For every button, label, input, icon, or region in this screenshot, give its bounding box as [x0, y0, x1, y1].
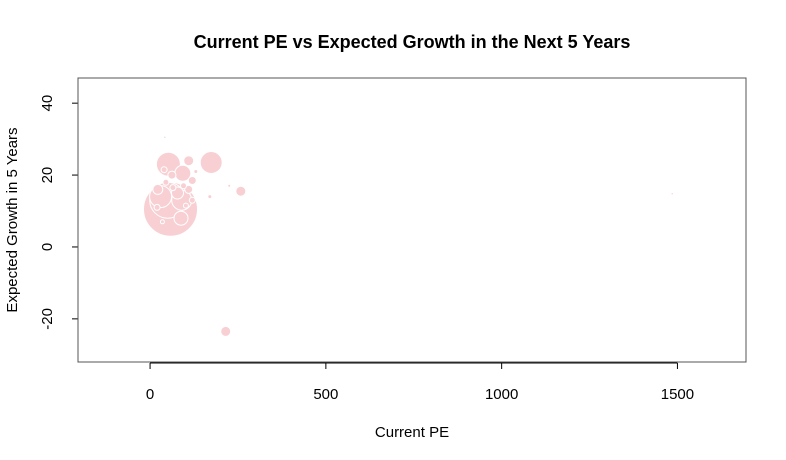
data-point-16	[180, 182, 187, 190]
data-point-9	[152, 183, 164, 195]
data-point-21	[193, 169, 199, 174]
data-point-12	[167, 170, 177, 180]
x-tick-label-500: 500	[313, 386, 338, 403]
data-point-24	[235, 185, 247, 197]
data-point-8	[173, 210, 189, 226]
data-point-11	[184, 184, 194, 194]
data-point-17	[188, 196, 196, 204]
data-point-13	[187, 176, 197, 185]
data-point-20	[159, 219, 165, 225]
x-tick-label-1000: 1000	[485, 386, 518, 403]
y-tick-label--20: -20	[39, 308, 56, 330]
y-tick-label-40: 40	[39, 95, 56, 112]
x-tick-label-1500: 1500	[661, 386, 694, 403]
chart-title: Current PE vs Expected Growth in the Nex…	[194, 32, 631, 52]
data-point-23	[220, 325, 232, 337]
point-layer	[143, 135, 674, 337]
data-point-26	[207, 194, 213, 200]
data-point-27	[163, 135, 167, 140]
x-axis-label: Current PE	[375, 424, 449, 441]
data-point-22	[182, 202, 189, 209]
data-point-10	[183, 155, 195, 167]
data-point-18	[153, 203, 161, 211]
y-axis-label: Expected Growth in 5 Years	[4, 127, 21, 312]
data-point-14	[160, 166, 168, 174]
data-point-19	[162, 178, 170, 186]
y-tick-label-20: 20	[39, 167, 56, 184]
y-tick-label-0: 0	[39, 243, 56, 251]
data-point-25	[227, 183, 232, 188]
data-point-15	[169, 184, 177, 192]
x-tick-label-0: 0	[146, 386, 154, 403]
plot-frame	[77, 77, 747, 363]
axes: 0 500 1000 1500 -20 0 20 40	[39, 95, 694, 403]
data-point-28	[670, 192, 674, 196]
data-point-4	[199, 151, 223, 174]
